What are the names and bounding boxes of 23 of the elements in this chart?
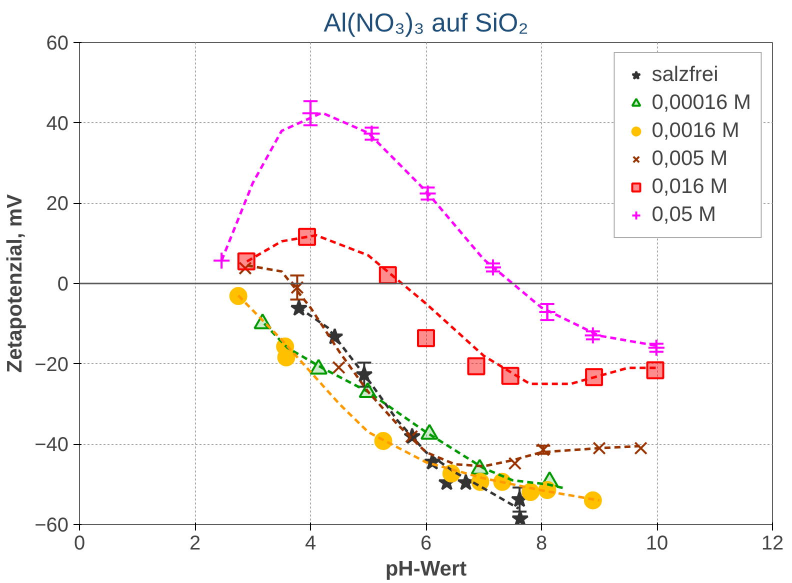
- legend-label: 0,00016 M: [652, 91, 751, 115]
- legend-label: 0,016 M: [652, 175, 728, 199]
- y-tick-label: 20: [46, 193, 69, 216]
- x-axis-title: pH-Wert: [385, 558, 467, 580]
- legend-label: 0,05 M: [652, 203, 716, 227]
- x-tick-label: 8: [536, 532, 548, 554]
- y-tick-label: −20: [34, 354, 69, 376]
- x-tick-label: 10: [646, 532, 668, 554]
- x-tick-label: 4: [304, 532, 316, 554]
- chart-title: Al(NO₃)₃ auf SiO₂: [324, 8, 528, 38]
- x-tick-label: 6: [420, 532, 432, 554]
- y-tick-label: −40: [34, 434, 69, 456]
- x-tick-label: 2: [189, 532, 201, 554]
- legend-label: salzfrei: [652, 63, 718, 87]
- y-tick-label: −60: [34, 514, 69, 536]
- y-tick-label: 60: [46, 32, 69, 54]
- y-tick-label: 0: [57, 274, 68, 296]
- x-tick-label: 0: [74, 532, 86, 554]
- y-axis-title: Zetapotenzial, mV: [4, 194, 27, 373]
- legend-label: 0,005 M: [652, 147, 728, 171]
- y-tick-label: 40: [46, 112, 69, 135]
- x-tick-label: 12: [761, 532, 784, 554]
- legend-label: 0,0016 M: [652, 119, 740, 143]
